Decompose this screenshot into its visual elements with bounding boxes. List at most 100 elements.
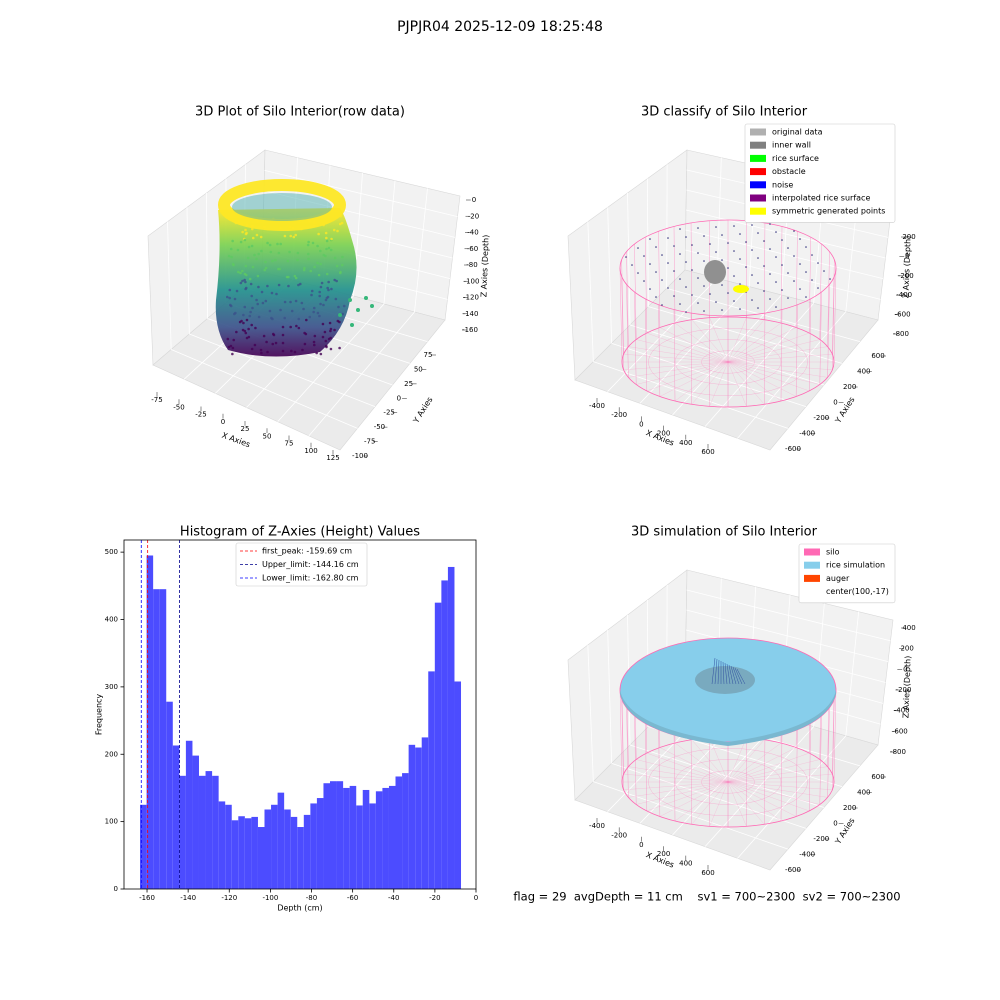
silo-wire: [658, 304, 661, 397]
auger: [730, 665, 737, 685]
point-dot: [244, 228, 247, 232]
bar: [362, 789, 370, 889]
x-tick-label: -120: [221, 894, 237, 902]
z-tick-label: -120: [463, 294, 479, 302]
bar: [310, 803, 317, 889]
point-dot: [290, 349, 293, 353]
point-dot: [321, 335, 325, 339]
silo-wire: [764, 733, 766, 825]
noise-dot: [703, 310, 705, 312]
point-dot: [332, 228, 336, 232]
silo-wire: [819, 291, 822, 385]
x-tick-label: -160: [139, 894, 155, 902]
legend-box: [235, 542, 368, 587]
point-dot: [239, 281, 243, 285]
point-dot: [300, 301, 304, 305]
bar: [290, 816, 298, 889]
point-dot: [233, 297, 237, 301]
point-dot: [229, 247, 233, 251]
point-dot: [325, 236, 328, 240]
bar: [388, 785, 396, 889]
y-tick-label: 400: [105, 616, 118, 624]
silo-wire: [658, 724, 661, 817]
y-tick-label: -25: [383, 409, 394, 417]
z-tick-label: -600: [892, 727, 908, 735]
silo-wire: [645, 237, 648, 334]
point-dot: [336, 229, 339, 233]
point-dot: [313, 265, 316, 269]
x-tick-label: 25: [241, 425, 250, 433]
point-dot: [310, 289, 314, 293]
point-dot: [270, 316, 273, 320]
point-dot: [364, 296, 368, 300]
bar: [329, 781, 337, 889]
point-dot: [270, 291, 274, 295]
noise-dot: [745, 266, 747, 268]
point-dot: [264, 266, 268, 270]
legend-swatch: [804, 574, 820, 582]
noise-dot: [775, 306, 777, 308]
z-tick-label: -800: [890, 748, 906, 756]
legend-label: symmetric generated points: [772, 207, 885, 216]
axis-label: Z Axies (Depth): [901, 656, 912, 719]
y-tick-label: 600: [871, 773, 884, 781]
z-tick-label: 200: [902, 233, 915, 241]
x-tick-label: 0: [474, 894, 478, 902]
point-dot: [315, 351, 318, 355]
bar: [402, 773, 409, 889]
silo-wire: [808, 298, 811, 391]
noise-dot: [691, 269, 693, 271]
point-dot: [303, 342, 307, 346]
noise-dot: [763, 265, 765, 267]
noise-dot: [667, 237, 669, 239]
axis-label: X Axies: [221, 431, 252, 450]
point-dot: [257, 285, 260, 289]
point-dot: [256, 274, 260, 278]
point-dot: [266, 350, 269, 354]
point-dot: [325, 296, 329, 300]
pane-grid: [685, 249, 881, 300]
point-dot: [250, 323, 254, 327]
y-tick-label: -100: [352, 452, 368, 460]
y-tick-label: 0: [833, 820, 837, 828]
legend-label: noise: [772, 180, 793, 189]
noise-dot: [661, 304, 663, 306]
point-dot: [293, 274, 297, 278]
bar: [343, 787, 350, 889]
noise-dot: [799, 238, 801, 240]
silo-wire: [634, 291, 637, 385]
point-dot: [231, 239, 234, 243]
silo-wire: [819, 711, 822, 805]
silo-wire: [795, 724, 798, 817]
bar: [447, 566, 455, 889]
point-dot: [297, 283, 300, 287]
point-dot: [243, 278, 246, 282]
point-dot: [241, 269, 244, 273]
point-dot: [307, 240, 310, 244]
noise-dot: [769, 298, 771, 300]
point-dot: [329, 248, 333, 252]
noise-dot: [661, 279, 663, 281]
noise-dot: [733, 250, 735, 252]
bar: [316, 798, 324, 889]
auger: [711, 657, 716, 685]
y-tick-label: 300: [105, 683, 118, 691]
point-dot: [263, 268, 267, 272]
silo-wire: [690, 733, 692, 825]
legend-swatch: [750, 141, 766, 149]
legend-label: rice surface: [772, 154, 819, 163]
bar: [421, 737, 429, 889]
silo-bottom: [621, 316, 835, 408]
silo-floor-ring: [648, 328, 808, 396]
point-dot: [271, 332, 275, 336]
point-dot: [327, 280, 330, 284]
z-tick-label: -160: [462, 326, 478, 334]
noise-dot: [775, 231, 777, 233]
point-dot: [302, 307, 305, 311]
y-tick-label: 400: [857, 789, 870, 797]
point-dot: [226, 337, 230, 341]
point-dot: [248, 314, 252, 318]
point-dot: [325, 239, 329, 243]
noise-dot: [673, 295, 675, 297]
noise-dot: [793, 255, 795, 257]
